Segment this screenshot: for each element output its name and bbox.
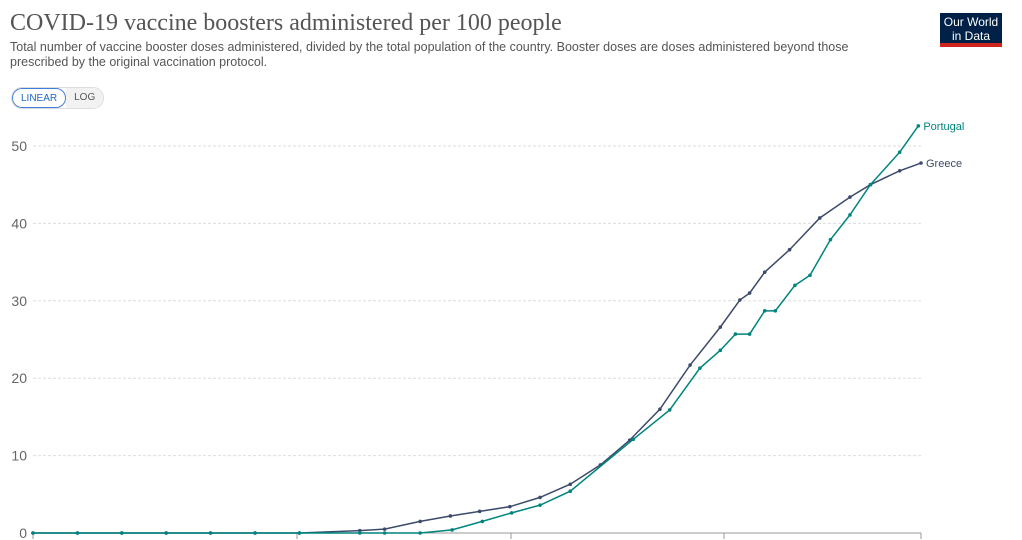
- data-point: [382, 531, 387, 535]
- data-point: [357, 531, 362, 535]
- y-tick-label: 50: [11, 138, 27, 154]
- data-point: [793, 283, 797, 288]
- data-point: [897, 150, 902, 154]
- data-point: [208, 531, 213, 535]
- y-tick-label: 20: [11, 370, 27, 386]
- data-point: [787, 247, 792, 252]
- data-point: [538, 495, 542, 500]
- data-point: [747, 332, 752, 336]
- data-point: [762, 270, 767, 274]
- data-point: [848, 213, 852, 217]
- scale-toggle: LINEAR LOG: [11, 87, 105, 109]
- data-point: [848, 195, 852, 199]
- y-tick-label: 0: [19, 525, 27, 540]
- data-point: [762, 309, 767, 313]
- data-point: [808, 273, 812, 278]
- data-point: [448, 514, 453, 518]
- y-tick-label: 40: [11, 215, 27, 231]
- data-point: [698, 366, 702, 370]
- data-point: [747, 291, 752, 295]
- data-point: [828, 237, 833, 242]
- data-point: [568, 482, 573, 487]
- data-point: [477, 509, 482, 514]
- data-point: [916, 124, 921, 128]
- series-line-greece: [33, 162, 922, 534]
- data-point: [817, 216, 822, 220]
- data-point: [253, 531, 257, 535]
- data-point: [382, 527, 387, 531]
- data-point: [418, 519, 422, 524]
- data-point: [75, 531, 80, 535]
- data-point: [120, 531, 124, 535]
- series-label: Greece: [926, 158, 962, 170]
- chart-title: COVID-19 vaccine boosters administered p…: [10, 10, 562, 36]
- series-label: Portugal: [923, 121, 964, 133]
- data-point: [733, 332, 738, 336]
- data-point: [658, 407, 662, 411]
- data-point: [738, 298, 742, 302]
- series-line-portugal: [33, 125, 919, 534]
- data-point: [164, 531, 168, 535]
- owid-logo[interactable]: Our World in Data: [940, 13, 1002, 47]
- data-point: [31, 531, 35, 535]
- data-point: [509, 511, 514, 515]
- data-point: [480, 519, 485, 524]
- data-point: [688, 363, 692, 367]
- data-point: [667, 408, 672, 412]
- data-point: [538, 503, 542, 507]
- data-point: [418, 531, 422, 535]
- data-point: [897, 168, 902, 173]
- chart-subtitle: Total number of vaccine booster doses ad…: [10, 40, 849, 69]
- data-point: [718, 325, 723, 329]
- data-point: [297, 531, 302, 535]
- data-point: [631, 437, 636, 442]
- data-point: [773, 309, 778, 313]
- data-point: [450, 528, 454, 532]
- log-button[interactable]: LOG: [66, 88, 104, 108]
- data-point: [868, 182, 873, 187]
- linear-button[interactable]: LINEAR: [12, 88, 67, 108]
- data-point: [568, 489, 573, 494]
- y-tick-label: 30: [11, 293, 27, 309]
- data-point: [718, 348, 723, 353]
- y-tick-label: 10: [11, 448, 27, 464]
- data-point: [508, 504, 512, 509]
- data-point: [919, 161, 923, 165]
